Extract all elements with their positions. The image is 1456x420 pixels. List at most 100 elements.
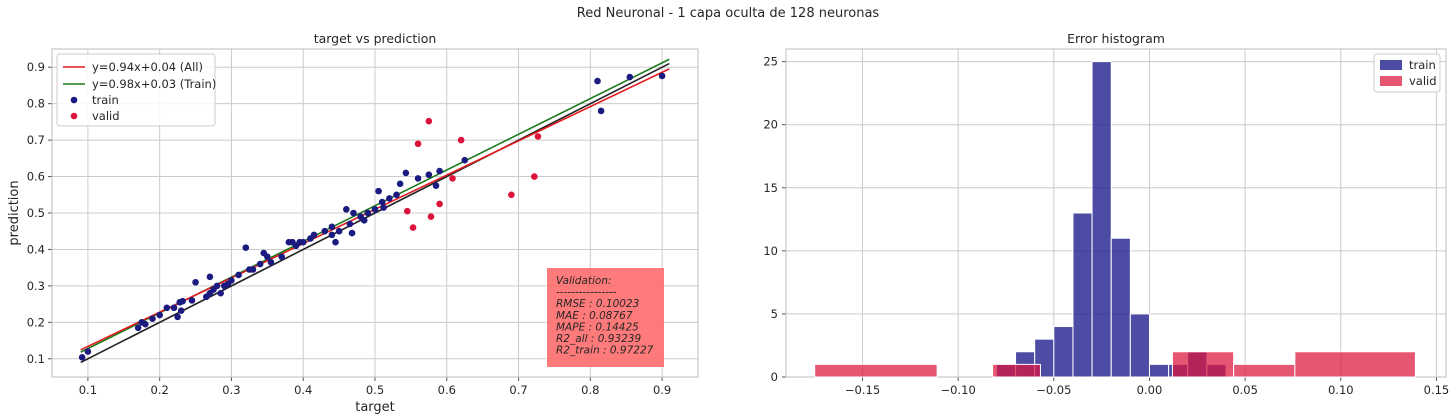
- train-point: [228, 277, 235, 284]
- stats-line: R2_all : 0.93239: [556, 333, 641, 345]
- y-tick-label: 0.8: [27, 97, 45, 111]
- x-tick-label: 0.6: [438, 383, 456, 397]
- train-bar: [1091, 61, 1112, 378]
- x-tick-label: 0.2: [151, 383, 169, 397]
- train-point: [348, 229, 356, 237]
- stats-line: R2_train : 0.97227: [556, 345, 654, 357]
- x-tick-label: 0.3: [222, 383, 240, 397]
- validation-stats-box: Validation:----------------RMSE : 0.1002…: [547, 268, 664, 367]
- x-tick-label: −0.15: [845, 383, 880, 397]
- train-point: [188, 297, 196, 304]
- y-tick-label: 0.9: [27, 60, 45, 74]
- x-axis-label: target: [355, 400, 395, 415]
- train-point: [264, 253, 271, 261]
- valid-bar: [1171, 351, 1235, 378]
- train-point: [235, 271, 242, 279]
- legend-label-train: train: [1409, 58, 1436, 72]
- legend-box: [56, 53, 216, 127]
- train-point: [328, 231, 336, 239]
- train-point: [174, 313, 181, 321]
- valid-point: [427, 213, 435, 220]
- train-point: [332, 238, 339, 246]
- train-point: [350, 209, 357, 217]
- legend-label-train: train: [92, 93, 119, 107]
- figure-title: Red Neuronal - 1 capa oculta de 128 neur…: [576, 6, 880, 21]
- train-point: [402, 169, 410, 177]
- train-point: [414, 175, 422, 182]
- train-point: [213, 282, 221, 290]
- train-point: [386, 195, 393, 202]
- x-tick-label: −0.10: [941, 383, 976, 397]
- y-tick-label: 0.4: [27, 242, 45, 256]
- train-bar: [1110, 237, 1131, 378]
- x-tick-label: 0.10: [1328, 383, 1354, 397]
- train-point: [393, 191, 400, 199]
- valid-bar: [1294, 351, 1416, 378]
- plot-title: target vs prediction: [314, 31, 437, 46]
- train-point: [396, 180, 404, 188]
- histogram-legend: train valid: [1373, 53, 1441, 93]
- train-point: [335, 227, 343, 235]
- legend-patch-valid: [1380, 76, 1402, 86]
- train-point: [267, 258, 275, 266]
- y-tick-label: 0: [771, 370, 778, 384]
- stats-line: ----------------: [556, 287, 617, 299]
- stats-line: MAE : 0.08767: [556, 310, 633, 322]
- valid-point: [404, 207, 411, 215]
- legend-label-all: y=0.94x+0.04 (All): [92, 60, 203, 74]
- train-point: [375, 187, 382, 195]
- train-point: [163, 304, 171, 312]
- train-point: [432, 182, 440, 189]
- train-point: [380, 204, 387, 211]
- x-tick-label: 0.7: [509, 383, 527, 397]
- train-point: [84, 348, 92, 355]
- legend-marker-valid: [70, 112, 78, 120]
- y-tick-label: 0.2: [27, 315, 45, 329]
- train-point: [299, 238, 307, 246]
- y-tick-label: 0.7: [27, 133, 45, 147]
- x-tick-label: −0.05: [1036, 383, 1071, 397]
- train-point: [134, 324, 142, 332]
- train-point: [278, 253, 285, 261]
- legend-label-valid: valid: [92, 109, 120, 123]
- scatter-panel: 0.1 0.2 0.3 0.4 0.5 0.6 0.7 0.8 0.9 0.1 0.2 0.3 0.4 0…: [7, 31, 699, 415]
- train-point: [217, 289, 224, 297]
- train-point: [142, 320, 149, 328]
- valid-point: [409, 224, 417, 231]
- legend-label-train-fit: y=0.98x+0.03 (Train): [92, 77, 216, 91]
- valid-point: [449, 175, 456, 182]
- train-point: [328, 223, 336, 231]
- train-point: [594, 77, 601, 85]
- train-point: [242, 244, 250, 251]
- legend-marker-train: [70, 96, 78, 104]
- y-tick-label: 25: [763, 55, 778, 69]
- y-tick-label: 20: [763, 118, 778, 132]
- train-point: [436, 167, 443, 175]
- x-tick-label: 0.15: [1424, 383, 1450, 397]
- histogram-panel: −0.15 −0.10 −0.05 0.00 0.05 0.10 0.15 0 5 10 15 20 2…: [763, 31, 1449, 397]
- train-point: [364, 209, 372, 217]
- train-point: [206, 273, 214, 281]
- y-tick-label: 15: [763, 181, 778, 195]
- y-tick-label: 0.3: [27, 279, 45, 293]
- legend-label-valid: valid: [1409, 74, 1437, 88]
- y-tick-label: 0.5: [27, 206, 45, 220]
- train-point: [342, 206, 350, 213]
- stats-line: MAPE : 0.14425: [556, 321, 639, 333]
- y-axis-label: prediction: [7, 180, 22, 245]
- x-tick-label: 0.05: [1232, 383, 1258, 397]
- train-point: [346, 220, 354, 228]
- x-tick-label: 0.1: [79, 383, 97, 397]
- train-bar: [1072, 212, 1093, 378]
- train-point: [360, 216, 368, 224]
- x-tick-label: 0.00: [1137, 383, 1163, 397]
- valid-bar: [992, 363, 1041, 378]
- y-tick-label: 5: [771, 307, 778, 321]
- valid-bar: [1233, 363, 1296, 378]
- plot-title: Error histogram: [1067, 31, 1165, 46]
- stats-line: Validation:: [556, 275, 612, 287]
- train-point: [310, 231, 318, 239]
- y-tick-label: 0.6: [27, 170, 45, 184]
- stats-background: [547, 268, 664, 367]
